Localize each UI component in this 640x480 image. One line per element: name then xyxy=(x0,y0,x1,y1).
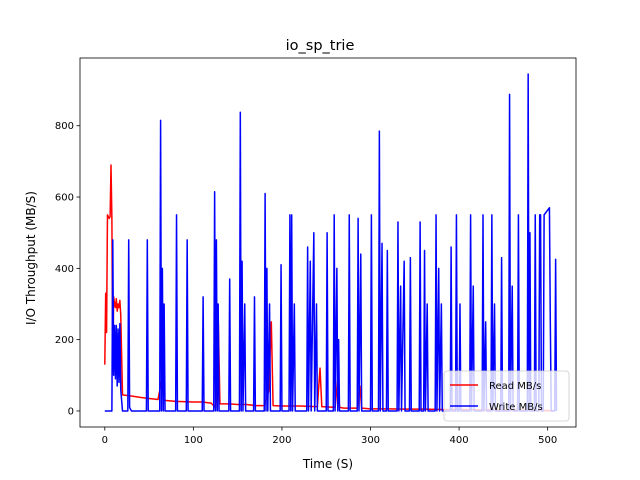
x-tick-label: 0 xyxy=(102,435,108,446)
x-tick-label: 500 xyxy=(538,435,557,446)
x-axis-label: Time (S) xyxy=(302,457,353,471)
x-tick-label: 100 xyxy=(184,435,203,446)
x-tick-label: 400 xyxy=(450,435,469,446)
plot-frame xyxy=(79,57,577,428)
legend-label-write: Write MB/s xyxy=(489,402,543,413)
x-tick-label: 200 xyxy=(272,435,291,446)
x-tick-label: 300 xyxy=(361,435,380,446)
axes: 0 100 200 300 400 500 0 200 400 600 800 xyxy=(55,57,577,446)
legend-box xyxy=(443,370,570,422)
y-tick-label: 800 xyxy=(55,121,74,132)
legend: Read MB/s Write MB/s xyxy=(443,370,570,422)
y-tick-label: 200 xyxy=(55,335,74,346)
y-axis-label: I/O Throughput (MB/S) xyxy=(24,191,38,325)
legend-label-read: Read MB/s xyxy=(489,381,541,392)
y-tick-label: 600 xyxy=(55,193,74,204)
y-tick-label: 400 xyxy=(55,264,74,275)
chart-title: io_sp_trie xyxy=(286,38,355,54)
y-tick-label: 0 xyxy=(68,406,74,417)
